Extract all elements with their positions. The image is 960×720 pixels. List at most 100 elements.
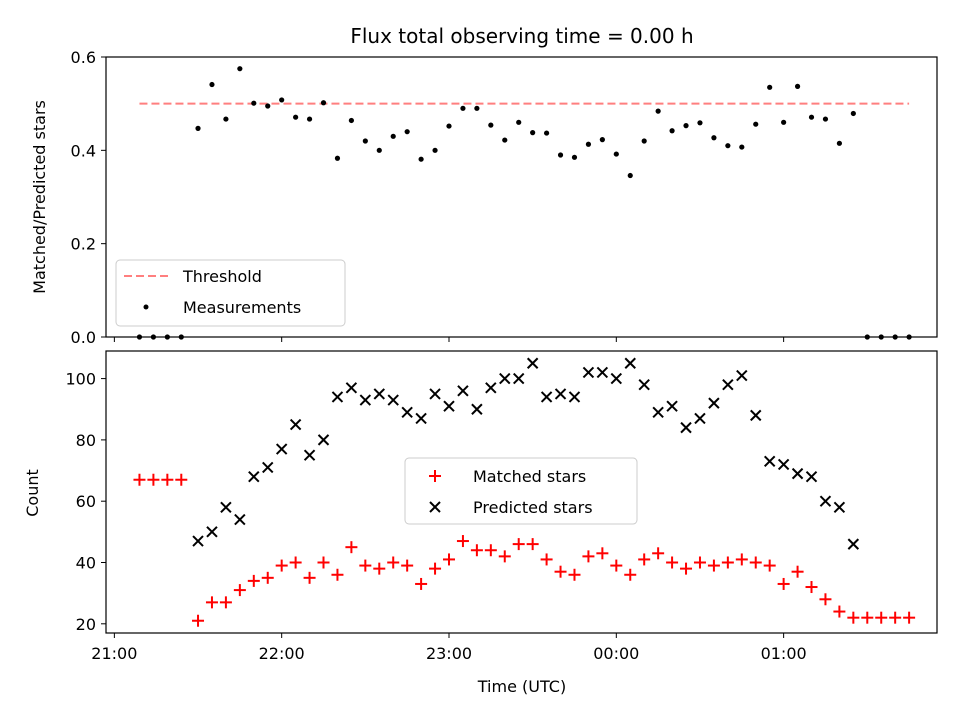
predicted-star-point <box>708 397 720 409</box>
measurement-point <box>334 155 341 161</box>
x-tick-label: 21:00 <box>91 644 137 663</box>
measurement-point <box>362 138 368 144</box>
top-axes-frame <box>105 56 938 338</box>
matched-star-point <box>554 565 567 578</box>
top-panel: Matched/Predicted stars 0.0 0.2 0.4 0.6 Thr… <box>30 48 938 347</box>
measurement-point <box>711 135 717 141</box>
predicted-star-point <box>499 372 511 385</box>
predicted-star-point <box>666 400 678 412</box>
measurement-point <box>725 143 731 149</box>
matched-star-point <box>889 611 902 624</box>
predicted-star-point <box>457 385 469 397</box>
predicted-star-point <box>596 366 609 379</box>
matched-star-point <box>666 556 679 569</box>
predicted-star-point <box>694 412 706 425</box>
measurement-point <box>739 144 745 150</box>
predicted-star-point <box>819 495 832 507</box>
matched-star-point <box>596 547 609 560</box>
matched-star-point <box>735 553 748 566</box>
matched-star-point <box>147 473 160 486</box>
measurement-point <box>571 154 578 160</box>
measurements-legend-swatch <box>143 304 149 310</box>
matched-star-point <box>749 556 762 569</box>
measurement-point <box>404 129 410 135</box>
matched-legend-label: Matched stars <box>473 467 586 486</box>
matched-star-point <box>161 473 174 486</box>
matched-star-point <box>512 538 525 551</box>
measurement-point <box>432 147 438 153</box>
matched-star-point <box>498 550 511 563</box>
predicted-star-point <box>568 391 581 403</box>
matched-star-point <box>568 568 581 581</box>
predicted-star-point <box>331 391 344 403</box>
predicted-star-point <box>345 382 358 394</box>
matched-star-point <box>847 611 860 624</box>
top-y-tick-label: 0.0 <box>71 328 96 347</box>
bottom-legend: Matched stars Predicted stars <box>404 457 638 525</box>
predicted-star-point <box>847 538 860 550</box>
bottom-y-tick-label: 100 <box>65 370 96 389</box>
matched-star-point <box>442 553 455 566</box>
matched-star-point <box>261 571 274 584</box>
predicted-star-point <box>415 412 427 425</box>
measurement-point <box>376 147 382 153</box>
x-tick-label: 23:00 <box>426 644 472 663</box>
measurements-legend-label: Measurements <box>183 298 301 317</box>
matched-star-point <box>875 611 888 624</box>
measurement-point <box>446 123 452 129</box>
matched-star-point <box>652 547 665 560</box>
matched-star-point <box>638 553 651 566</box>
measurement-point <box>195 125 201 131</box>
bottom-panel: Count Time (UTC) 20 40 60 80 100 21:00 22:00 23… <box>23 350 938 696</box>
top-y-tick-label: 0.4 <box>71 141 96 160</box>
x-tick-label: 00:00 <box>593 644 639 663</box>
matched-star-point <box>233 584 246 597</box>
measurement-point <box>794 83 801 89</box>
matched-star-point <box>359 559 372 572</box>
predicted-star-point <box>192 535 204 547</box>
x-axis-label: Time (UTC) <box>477 677 566 696</box>
matched-star-point <box>526 538 539 551</box>
predicted-star-point <box>805 470 818 483</box>
measurement-point <box>781 119 787 125</box>
predicted-star-point <box>736 369 748 382</box>
matched-star-point <box>192 614 205 627</box>
matched-star-point <box>582 550 595 563</box>
matched-star-point <box>429 562 442 575</box>
predicted-star-point <box>401 406 413 419</box>
top-marks <box>136 66 912 340</box>
matched-star-point <box>791 565 804 578</box>
predicted-star-point <box>234 513 246 526</box>
matched-star-point <box>133 473 146 486</box>
predicted-star-point <box>513 372 525 385</box>
measurement-point <box>265 103 271 109</box>
measurement-point <box>530 130 536 136</box>
matched-star-point <box>275 559 288 572</box>
matched-star-point <box>484 544 497 557</box>
predicted-star-point <box>387 394 399 406</box>
predicted-star-point <box>471 403 483 415</box>
predicted-star-point <box>373 388 385 400</box>
measurement-point <box>655 108 661 114</box>
matched-star-point <box>721 556 734 569</box>
top-y-tick-label: 0.6 <box>71 48 96 67</box>
predicted-star-point <box>526 357 539 369</box>
predicted-star-point <box>220 501 232 514</box>
bottom-y-tick-label: 20 <box>76 615 96 634</box>
predicted-star-point <box>722 379 734 391</box>
measurement-point <box>585 141 592 147</box>
matched-star-point <box>289 556 302 569</box>
matched-star-point <box>903 611 916 624</box>
matched-legend-swatch <box>429 470 441 482</box>
bottom-axes-frame <box>105 350 938 634</box>
matched-star-point <box>456 535 469 548</box>
matched-star-point <box>833 605 846 618</box>
bottom-marks <box>133 357 916 627</box>
matched-star-point <box>763 559 776 572</box>
matched-star-point <box>219 596 232 609</box>
bottom-legend-box <box>404 457 638 525</box>
matched-star-point <box>247 574 260 587</box>
matched-star-point <box>175 473 188 486</box>
measurement-point <box>822 116 829 122</box>
